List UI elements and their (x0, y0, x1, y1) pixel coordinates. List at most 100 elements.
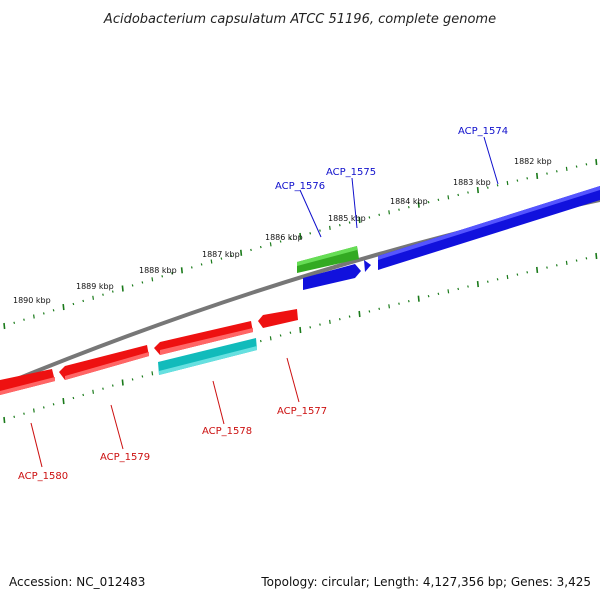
scale-tick (92, 295, 94, 300)
scale-tick (457, 287, 460, 291)
scale-tick (220, 257, 223, 260)
scale-tick (42, 406, 45, 409)
map-title: Acidobacterium capsulatum ATCC 51196, co… (103, 12, 496, 27)
scale-tick (437, 198, 440, 201)
tick-label: 1889 kbp (76, 282, 114, 291)
scale-tick (121, 285, 124, 292)
scale-tick (309, 232, 312, 235)
scale-tick (72, 396, 75, 400)
scale-tick (516, 273, 519, 276)
scale-tick (555, 170, 558, 173)
scale-tick (585, 257, 588, 260)
scale-tick (180, 267, 183, 274)
forward-genes (297, 186, 600, 290)
scale-tick (3, 322, 6, 330)
scale-tick (476, 281, 479, 288)
gene-arrow-acp-1577[interactable] (258, 309, 298, 328)
scale-tick (309, 326, 312, 329)
gene-label-acp-1580[interactable]: ACP_1580 (18, 471, 68, 482)
gene-arrow-highlight (0, 377, 55, 395)
scale-tick (447, 195, 450, 200)
gene-arrow-highlight (65, 352, 149, 380)
scale-tick (555, 264, 558, 267)
scale-tick (151, 277, 154, 282)
tick-label: 1884 kbp (390, 197, 428, 206)
scale-tick (417, 295, 420, 302)
scale-tick (82, 299, 85, 303)
scale-tick (348, 315, 351, 318)
leader-lines (30, 136, 499, 468)
scale-tick (52, 403, 55, 406)
reverse-genes (0, 309, 298, 395)
gene-arrow-acp-1575[interactable] (364, 260, 371, 272)
gene-label-acp-1579[interactable]: ACP_1579 (100, 452, 150, 463)
scale-tick (388, 304, 390, 309)
tick-label: 1883 kbp (453, 178, 491, 187)
scale-tick (200, 263, 203, 266)
scale-tick (585, 163, 588, 166)
scale-tick (595, 252, 598, 260)
scale-tick (279, 240, 282, 243)
gene-arrow-acp-1576-blue[interactable] (303, 264, 361, 290)
scale-tick (289, 331, 292, 334)
tick-label: 1885 kbp (328, 214, 366, 223)
scale-tick (230, 254, 233, 257)
scale-tick (368, 216, 371, 219)
scale-tick (13, 321, 16, 324)
scale-tick (467, 285, 469, 288)
scale-tick (486, 280, 489, 283)
gene-label-acp-1577[interactable]: ACP_1577 (277, 406, 327, 417)
scale-tick (72, 302, 75, 306)
scale-tick (319, 323, 321, 326)
leader-line-acp-1579 (110, 404, 124, 450)
scale-tick (299, 326, 302, 334)
scale-tick (427, 295, 430, 298)
scale-tick (33, 408, 35, 413)
leader-line-acp-1578 (212, 380, 225, 425)
tick-label: 1890 kbp (13, 296, 51, 305)
scale-tick (417, 201, 420, 208)
gene-label-acp-1578[interactable]: ACP_1578 (202, 426, 252, 437)
gene-arrow-highlight (159, 346, 257, 375)
scale-tick (131, 378, 134, 381)
gene-arrow-highlight (160, 328, 253, 355)
gene-label-acp-1574[interactable]: ACP_1574 (458, 126, 508, 137)
scale-tick (259, 245, 262, 249)
scale-tick (259, 339, 262, 343)
scale-tick (171, 272, 173, 275)
scale-tick (269, 336, 272, 341)
scale-tick (23, 412, 25, 415)
scale-tick (102, 293, 104, 296)
scale-tick (240, 249, 243, 256)
tick-label: 1888 kbp (139, 266, 177, 275)
scale-tick (319, 229, 321, 232)
scale-tick (190, 266, 193, 269)
scale-tick (62, 398, 65, 405)
accession-text: Accession: NC_012483 (9, 575, 145, 589)
scale-tick (457, 193, 460, 197)
scale-tick (476, 187, 479, 194)
gene-label-acp-1575[interactable]: ACP_1575 (326, 167, 376, 178)
scale-tick (526, 271, 529, 274)
scale-tick (407, 206, 410, 209)
scale-tick (575, 165, 578, 168)
scale-tick (141, 375, 144, 378)
scale-tick (151, 371, 154, 376)
scale-tick (210, 259, 213, 264)
scale-tick (496, 184, 499, 187)
scale-tick (348, 221, 351, 224)
gene-label-acp-1576[interactable]: ACP_1576 (275, 181, 325, 192)
scale-tick (516, 179, 519, 182)
scale-tick (161, 275, 164, 278)
scale-tick (92, 389, 94, 394)
scale-tick (121, 379, 124, 386)
scale-tick (358, 216, 361, 224)
scale-tick (329, 319, 331, 324)
scale-tick (111, 290, 114, 293)
scale-tick (289, 237, 292, 240)
scale-tick (23, 318, 25, 321)
scale-tick (378, 307, 381, 310)
scale-tick (299, 232, 302, 240)
gene-arrow-acp-1579[interactable] (59, 345, 149, 380)
